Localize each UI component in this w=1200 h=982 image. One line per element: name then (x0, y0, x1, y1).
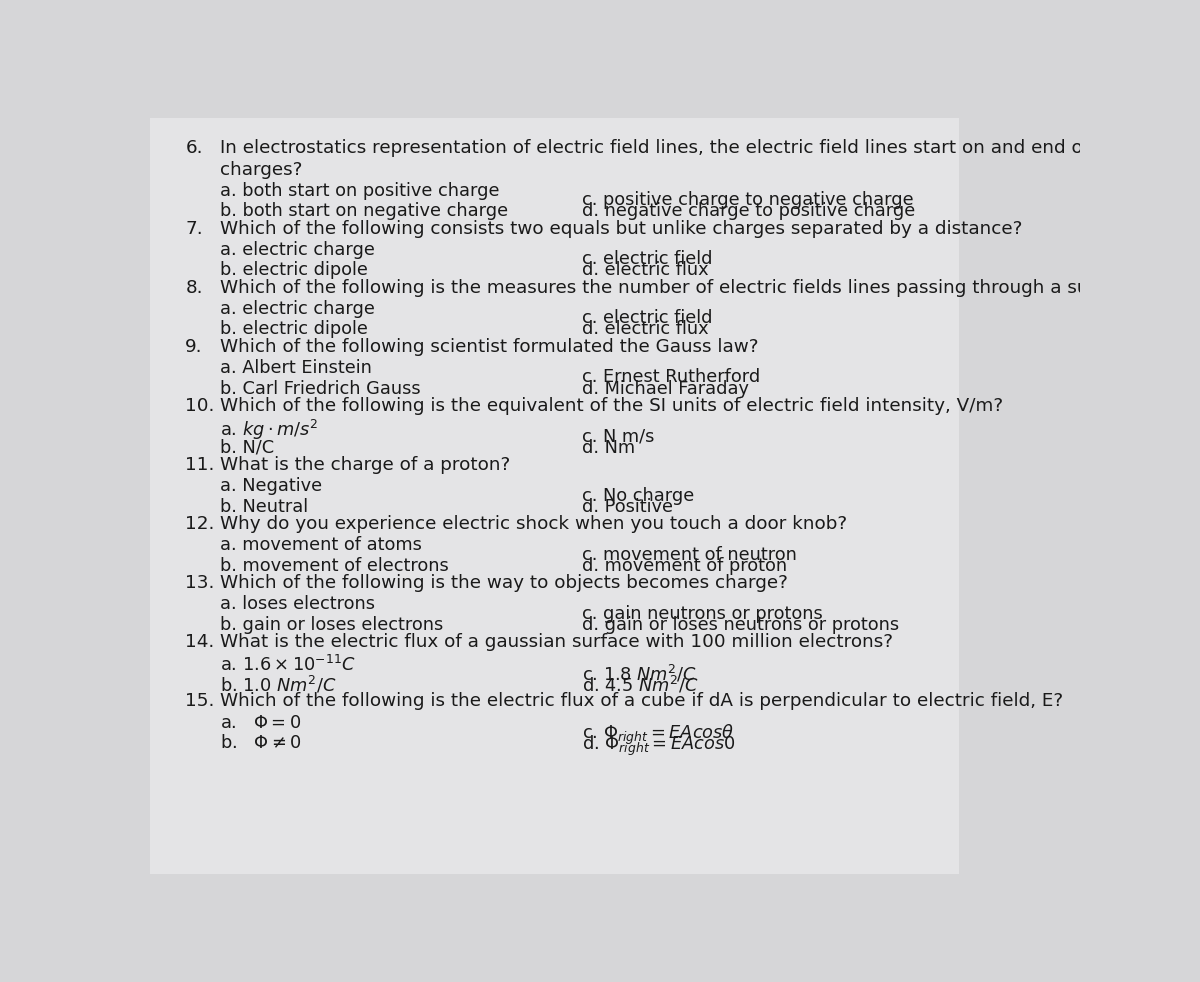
Text: c. No charge: c. No charge (582, 486, 695, 505)
Text: d. $4.5\ Nm^2/C$: d. $4.5\ Nm^2/C$ (582, 675, 700, 696)
Text: d. gain or loses neutrons or protons: d. gain or loses neutrons or protons (582, 616, 900, 633)
Text: c. gain neutrons or protons: c. gain neutrons or protons (582, 605, 823, 623)
Text: c. positive charge to negative charge: c. positive charge to negative charge (582, 191, 914, 209)
Text: b. both start on negative charge: b. both start on negative charge (220, 202, 508, 220)
Text: d. $\Phi_{right} = EAcos0$: d. $\Phi_{right} = EAcos0$ (582, 734, 736, 758)
Text: Which of the following is the equivalent of the SI units of electric field inten: Which of the following is the equivalent… (220, 397, 1003, 414)
Text: b. electric dipole: b. electric dipole (220, 320, 367, 339)
Text: In electrostatics representation of electric field lines, the electric field lin: In electrostatics representation of elec… (220, 139, 1153, 157)
Text: a. loses electrons: a. loses electrons (220, 595, 374, 614)
Text: d. Positive: d. Positive (582, 498, 673, 516)
Text: d. negative charge to positive charge: d. negative charge to positive charge (582, 202, 916, 220)
Text: a. movement of atoms: a. movement of atoms (220, 536, 421, 555)
Text: 15.: 15. (185, 692, 215, 710)
Text: d. electric flux: d. electric flux (582, 320, 709, 339)
Text: Which of the following scientist formulated the Gauss law?: Which of the following scientist formula… (220, 338, 758, 355)
Text: What is the charge of a proton?: What is the charge of a proton? (220, 456, 510, 474)
Text: b. gain or loses electrons: b. gain or loses electrons (220, 616, 443, 633)
Bar (150, 118, 959, 874)
Text: d. Nm: d. Nm (582, 439, 636, 457)
Text: b. Neutral: b. Neutral (220, 498, 308, 516)
Text: 13.: 13. (185, 573, 215, 592)
Text: a. both start on positive charge: a. both start on positive charge (220, 182, 499, 200)
Text: a. Negative: a. Negative (220, 477, 322, 495)
Text: 10.: 10. (185, 397, 215, 414)
Text: 11.: 11. (185, 456, 215, 474)
Text: b. movement of electrons: b. movement of electrons (220, 557, 449, 574)
Text: c. N m/s: c. N m/s (582, 427, 655, 446)
Text: c. electric field: c. electric field (582, 309, 713, 327)
Text: Which of the following is the measures the number of electric fields lines passi: Which of the following is the measures t… (220, 279, 1145, 297)
Text: c. $1.8\ Nm^2/C$: c. $1.8\ Nm^2/C$ (582, 664, 697, 684)
Text: 8.: 8. (185, 279, 203, 297)
Text: a. electric charge: a. electric charge (220, 242, 374, 259)
Text: b.   $\Phi \neq 0$: b. $\Phi \neq 0$ (220, 734, 301, 752)
Text: Which of the following is the electric flux of a cube if dA is perpendicular to : Which of the following is the electric f… (220, 692, 1063, 710)
Text: a. $kg \cdot m/s^2$: a. $kg \cdot m/s^2$ (220, 418, 318, 443)
Text: a.   $\Phi = 0$: a. $\Phi = 0$ (220, 714, 301, 732)
Text: 6.: 6. (185, 139, 203, 157)
Text: 7.: 7. (185, 220, 203, 238)
Text: a. $1.6 \times 10^{-11}C$: a. $1.6 \times 10^{-11}C$ (220, 655, 355, 675)
Text: c. electric field: c. electric field (582, 250, 713, 268)
Text: Which of the following is the way to objects becomes charge?: Which of the following is the way to obj… (220, 573, 787, 592)
Text: c. Ernest Rutherford: c. Ernest Rutherford (582, 368, 761, 386)
Text: What is the electric flux of a gaussian surface with 100 million electrons?: What is the electric flux of a gaussian … (220, 633, 893, 651)
Text: Which of the following consists two equals but unlike charges separated by a dis: Which of the following consists two equa… (220, 220, 1022, 238)
Text: d. movement of proton: d. movement of proton (582, 557, 787, 574)
Text: b. N/C: b. N/C (220, 439, 274, 457)
Text: b. $1.0\ Nm^2/C$: b. $1.0\ Nm^2/C$ (220, 675, 336, 696)
Text: c. movement of neutron: c. movement of neutron (582, 546, 797, 564)
Text: a. electric charge: a. electric charge (220, 300, 374, 318)
Text: Why do you experience electric shock when you touch a door knob?: Why do you experience electric shock whe… (220, 515, 847, 533)
Text: a. Albert Einstein: a. Albert Einstein (220, 359, 372, 377)
Text: 12.: 12. (185, 515, 215, 533)
Text: 14.: 14. (185, 633, 215, 651)
Text: 9.: 9. (185, 338, 203, 355)
Text: d. Michael Faraday: d. Michael Faraday (582, 379, 750, 398)
Text: d. electric flux: d. electric flux (582, 261, 709, 280)
Text: b. Carl Friedrich Gauss: b. Carl Friedrich Gauss (220, 379, 420, 398)
Text: charges?: charges? (220, 161, 302, 179)
Text: c. $\Phi_{right} = EAcos\theta$: c. $\Phi_{right} = EAcos\theta$ (582, 723, 734, 747)
Text: b. electric dipole: b. electric dipole (220, 261, 367, 280)
